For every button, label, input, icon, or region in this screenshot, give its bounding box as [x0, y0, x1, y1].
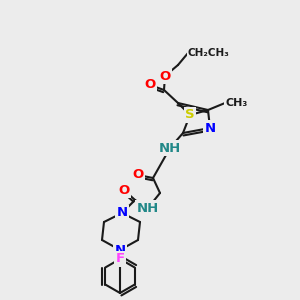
Text: N: N: [204, 122, 216, 134]
Text: O: O: [144, 79, 156, 92]
Text: F: F: [116, 253, 124, 266]
Text: NH: NH: [137, 202, 159, 214]
Text: N: N: [114, 244, 126, 256]
Text: CH₃: CH₃: [225, 98, 247, 108]
Text: S: S: [185, 109, 195, 122]
Text: NH: NH: [159, 142, 181, 154]
Text: N: N: [116, 206, 128, 220]
Text: O: O: [118, 184, 130, 196]
Text: O: O: [159, 70, 171, 83]
Text: O: O: [132, 169, 144, 182]
Text: CH₂CH₃: CH₂CH₃: [188, 48, 230, 58]
